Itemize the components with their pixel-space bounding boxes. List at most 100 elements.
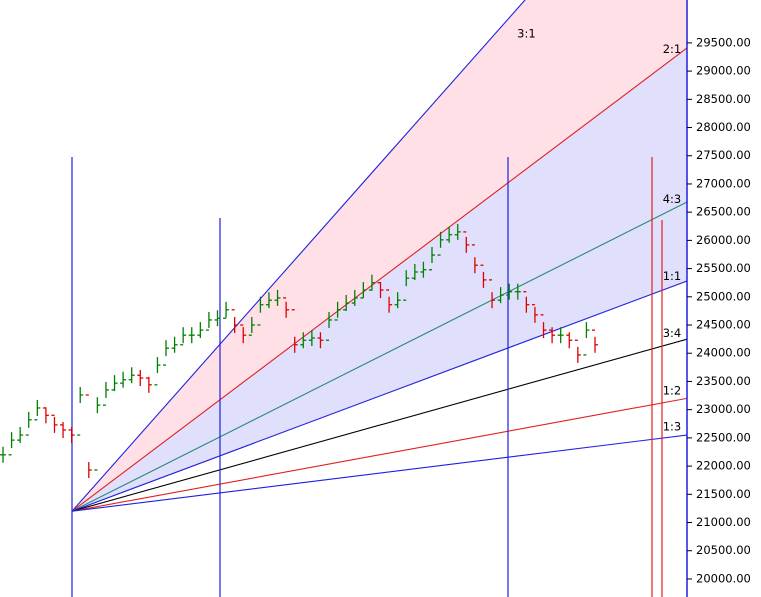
- price-bar: [257, 296, 264, 326]
- fan-label: 3:4: [663, 326, 682, 340]
- y-tick-label: 29000.00: [696, 64, 751, 78]
- price-bar: [68, 427, 75, 444]
- price-bar: [248, 317, 255, 336]
- price-bar: [463, 231, 470, 253]
- y-tick-label: 28500.00: [696, 92, 751, 106]
- price-bar: [540, 314, 547, 339]
- fan-line: [71, 434, 687, 512]
- price-bar: [592, 329, 598, 353]
- fan-zone: [72, 0, 687, 512]
- price-bar: [549, 327, 556, 344]
- y-tick-label: 27500.00: [696, 148, 751, 162]
- y-tick-label: 26500.00: [696, 205, 751, 219]
- price-bar: [120, 371, 127, 388]
- price-bar: [523, 291, 530, 313]
- y-tick-label: 27000.00: [696, 176, 751, 190]
- fan-label: 1:3: [663, 419, 682, 433]
- price-bar: [0, 446, 6, 463]
- price-bar: [420, 261, 427, 278]
- price-bar: [489, 279, 496, 309]
- price-bar: [454, 223, 461, 240]
- price-bar: [351, 289, 358, 306]
- price-bar: [446, 226, 453, 243]
- price-bar: [171, 336, 178, 353]
- y-tick-label: 29500.00: [696, 35, 751, 49]
- price-bar: [368, 274, 375, 291]
- fan-label: 3:1: [517, 27, 536, 41]
- price-bar: [60, 421, 67, 438]
- fan-line: [71, 338, 687, 512]
- price-bar: [274, 289, 281, 306]
- price-bar: [223, 301, 230, 319]
- fan-line: [71, 397, 687, 512]
- price-bar: [437, 231, 444, 256]
- price-bar: [574, 339, 581, 363]
- y-tick-label: 24000.00: [696, 346, 751, 360]
- price-bar: [480, 264, 487, 288]
- price-bar: [360, 282, 367, 299]
- price-bar: [334, 301, 341, 321]
- price-bar: [137, 370, 144, 387]
- price-bar: [42, 407, 49, 424]
- price-bar: [51, 414, 58, 433]
- fan-line: [71, 201, 687, 512]
- fan-lines: [71, 0, 687, 512]
- price-bar: [102, 381, 109, 406]
- price-bar: [283, 297, 290, 318]
- price-bar: [128, 367, 135, 384]
- price-bar: [506, 283, 513, 300]
- price-bar: [317, 332, 324, 349]
- y-tick-label: 24500.00: [696, 318, 751, 332]
- price-bar: [394, 292, 401, 309]
- price-bar: [291, 309, 298, 353]
- fan-line: [71, 0, 526, 512]
- price-bar: [566, 332, 573, 349]
- price-bar: [197, 322, 204, 339]
- y-tick-label: 20500.00: [696, 543, 751, 557]
- price-bar: [377, 282, 384, 299]
- price-bar: [326, 311, 333, 341]
- y-tick-label: 25000.00: [696, 289, 751, 303]
- price-bar: [497, 287, 504, 304]
- price-bar: [583, 322, 590, 356]
- fan-label: 1:2: [663, 384, 682, 398]
- price-bar: [85, 394, 92, 479]
- y-tick-label: 20000.00: [696, 571, 751, 585]
- y-tick-label: 25500.00: [696, 261, 751, 275]
- price-bar: [231, 309, 238, 334]
- y-tick-label: 21000.00: [696, 515, 751, 529]
- price-bar: [17, 427, 24, 444]
- price-axis: 20000.00 20500.00 21000.00 21500.00 22000.00…: [687, 35, 751, 585]
- y-tick-label: 28000.00: [696, 120, 751, 134]
- fan-line: [71, 47, 687, 512]
- fan-labels: 3:1 2:1 4:3 1:1 3:4 1:2 1:3: [517, 27, 681, 434]
- price-bar: [180, 327, 187, 346]
- fan-label: 4:3: [663, 192, 682, 206]
- price-bar: [205, 311, 212, 331]
- price-bars: [0, 223, 598, 479]
- price-bar: [77, 386, 84, 436]
- price-bar: [25, 411, 32, 436]
- y-tick-label: 23000.00: [696, 402, 751, 416]
- price-bar: [531, 304, 538, 323]
- price-bar: [8, 432, 15, 456]
- fan-line: [71, 280, 687, 512]
- price-bar: [145, 376, 152, 393]
- price-bar: [308, 329, 315, 346]
- price-bar: [265, 292, 272, 309]
- price-bar: [188, 327, 195, 344]
- y-tick-label: 22500.00: [696, 430, 751, 444]
- vertical-lines: [71, 157, 663, 597]
- price-bar: [403, 270, 410, 301]
- price-bar: [214, 310, 221, 327]
- price-bar: [471, 244, 478, 274]
- price-bar: [386, 289, 393, 313]
- y-tick-label: 22000.00: [696, 459, 751, 473]
- price-bar: [343, 295, 350, 312]
- price-bar: [34, 399, 41, 421]
- price-bar: [300, 332, 307, 349]
- price-bar: [240, 324, 247, 344]
- fan-label: 2:1: [663, 42, 682, 56]
